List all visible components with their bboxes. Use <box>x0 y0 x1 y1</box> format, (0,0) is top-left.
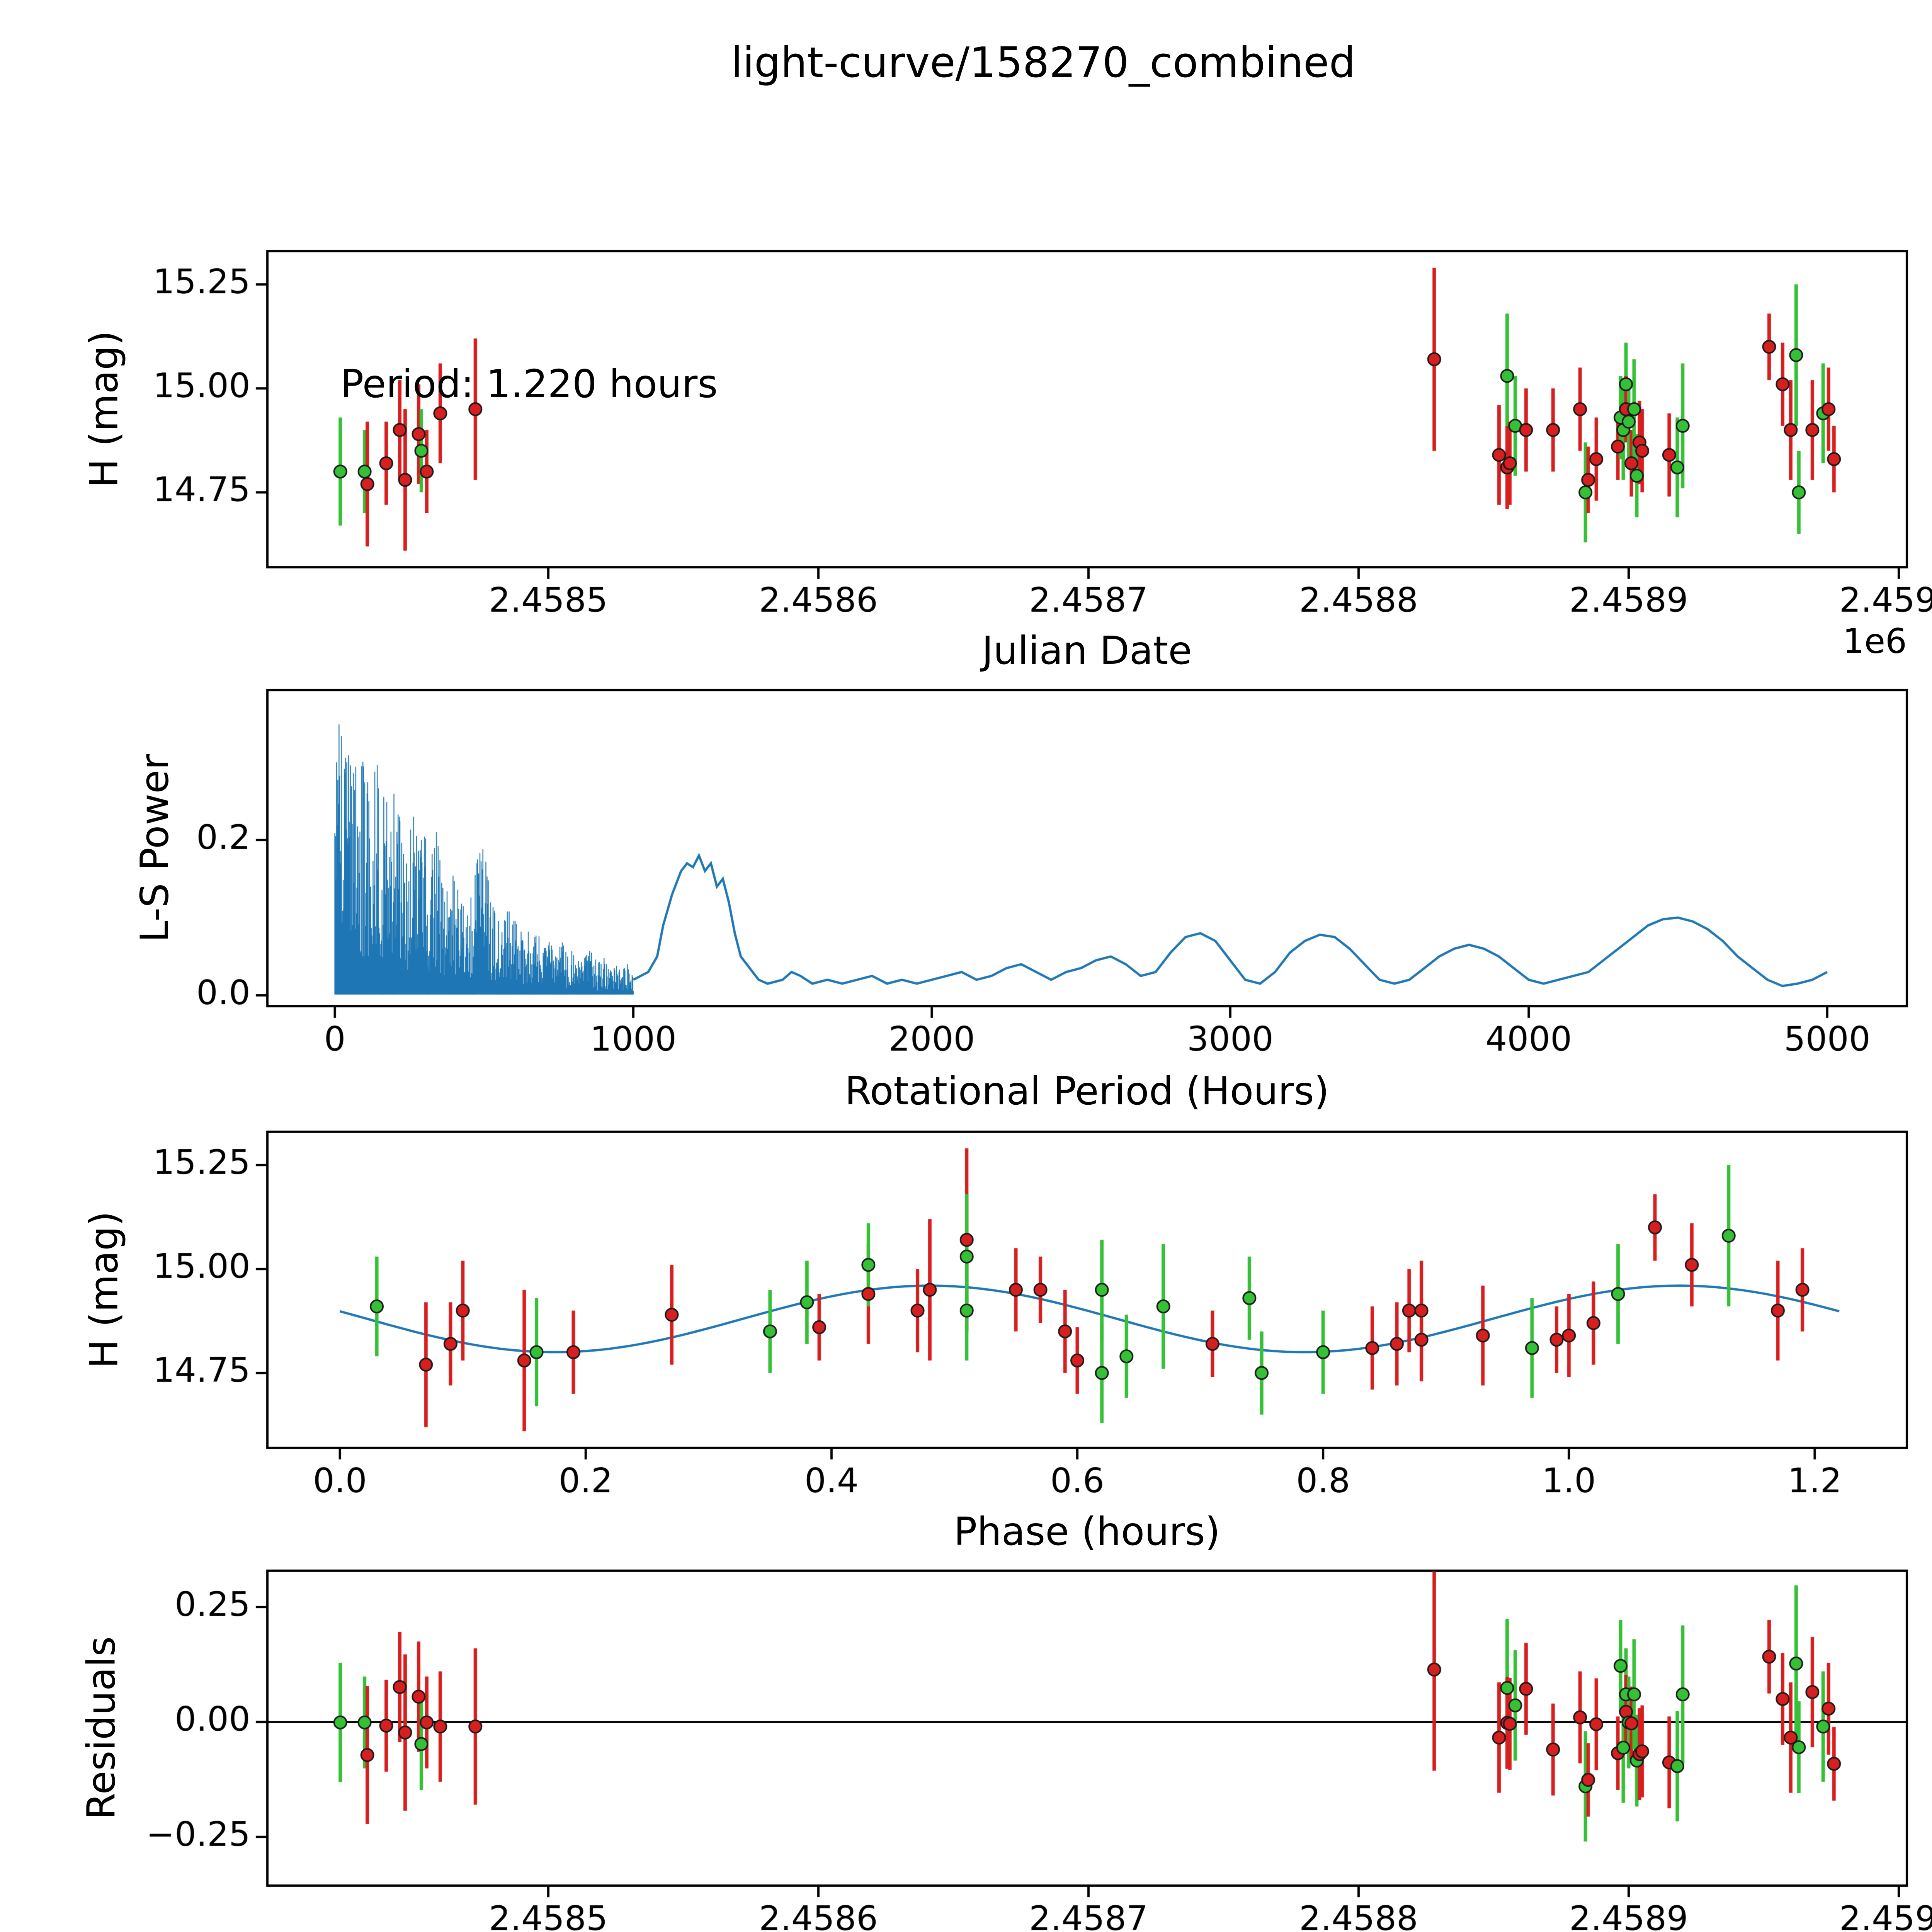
panel1-x-offset-label: 1e6 <box>1842 621 1907 661</box>
panel3-x-axis-label: Phase (hours) <box>954 1509 1220 1554</box>
panel2-x-axis-label: Rotational Period (Hours) <box>845 1068 1329 1114</box>
period-annotation: Period: 1.220 hours <box>340 361 718 406</box>
panel4-y-axis-label: Residuals <box>78 1636 124 1820</box>
panel3-y-axis-label: H (mag) <box>81 1211 127 1369</box>
panel2-y-axis-label: L-S Power <box>132 754 177 942</box>
panel1-y-axis-label: H (mag) <box>81 330 127 488</box>
figure-title: light-curve/158270_combined <box>731 39 1356 87</box>
panel1-x-axis-label: Julian Date <box>982 628 1192 673</box>
